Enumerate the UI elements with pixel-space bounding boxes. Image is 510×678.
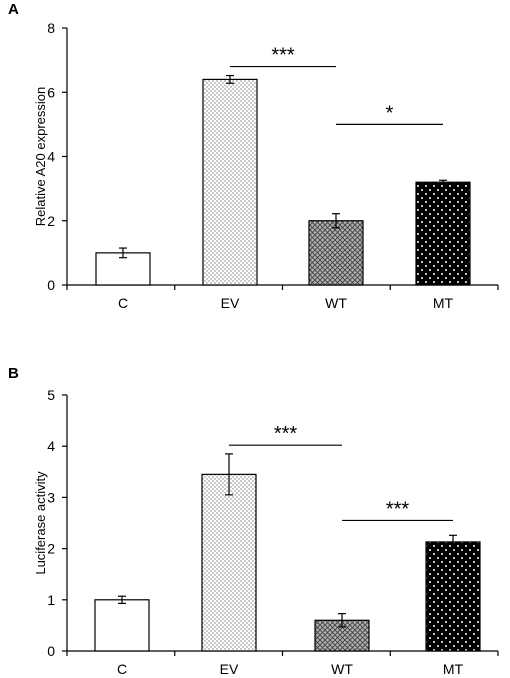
y-tick-label: 0 xyxy=(47,277,55,293)
y-tick-label: 3 xyxy=(47,489,55,505)
y-tick-label: 8 xyxy=(47,20,55,36)
y-tick-label: 1 xyxy=(47,592,55,608)
y-tick-label: 2 xyxy=(47,541,55,557)
bar-c xyxy=(94,599,150,652)
significance-label: *** xyxy=(274,423,298,445)
y-axis-title: Luciferase activity xyxy=(33,471,48,575)
category-label: MT xyxy=(433,295,454,311)
category-label: C xyxy=(117,661,127,677)
y-tick-label: 4 xyxy=(47,438,55,454)
significance-label: *** xyxy=(386,498,410,520)
chart-panel-b: B 0 1 2 3 4 5 Luciferase activity C EV WT MT *** *** xyxy=(8,365,499,677)
bar-ev xyxy=(202,78,258,286)
significance-label: * xyxy=(386,102,394,124)
y-tick-label: 5 xyxy=(47,387,55,403)
category-label: EV xyxy=(220,661,239,677)
y-tick-label: 2 xyxy=(47,213,55,229)
y-tick-label: 4 xyxy=(47,149,55,165)
y-tick-label: 0 xyxy=(47,643,55,659)
panel-label: A xyxy=(8,1,19,18)
significance-label: *** xyxy=(271,45,295,67)
category-label: WT xyxy=(331,661,353,677)
y-axis-title: Relative A20 expression xyxy=(33,87,48,226)
category-label: MT xyxy=(443,661,464,677)
bar-wt xyxy=(308,220,364,286)
bar-mt xyxy=(425,541,481,652)
y-tick-label: 6 xyxy=(47,84,55,100)
category-label: WT xyxy=(325,295,347,311)
bar-ev xyxy=(201,473,257,652)
category-label: C xyxy=(118,295,128,311)
panel-label: B xyxy=(8,365,19,382)
bar-mt xyxy=(415,181,471,286)
category-label: EV xyxy=(221,295,240,311)
